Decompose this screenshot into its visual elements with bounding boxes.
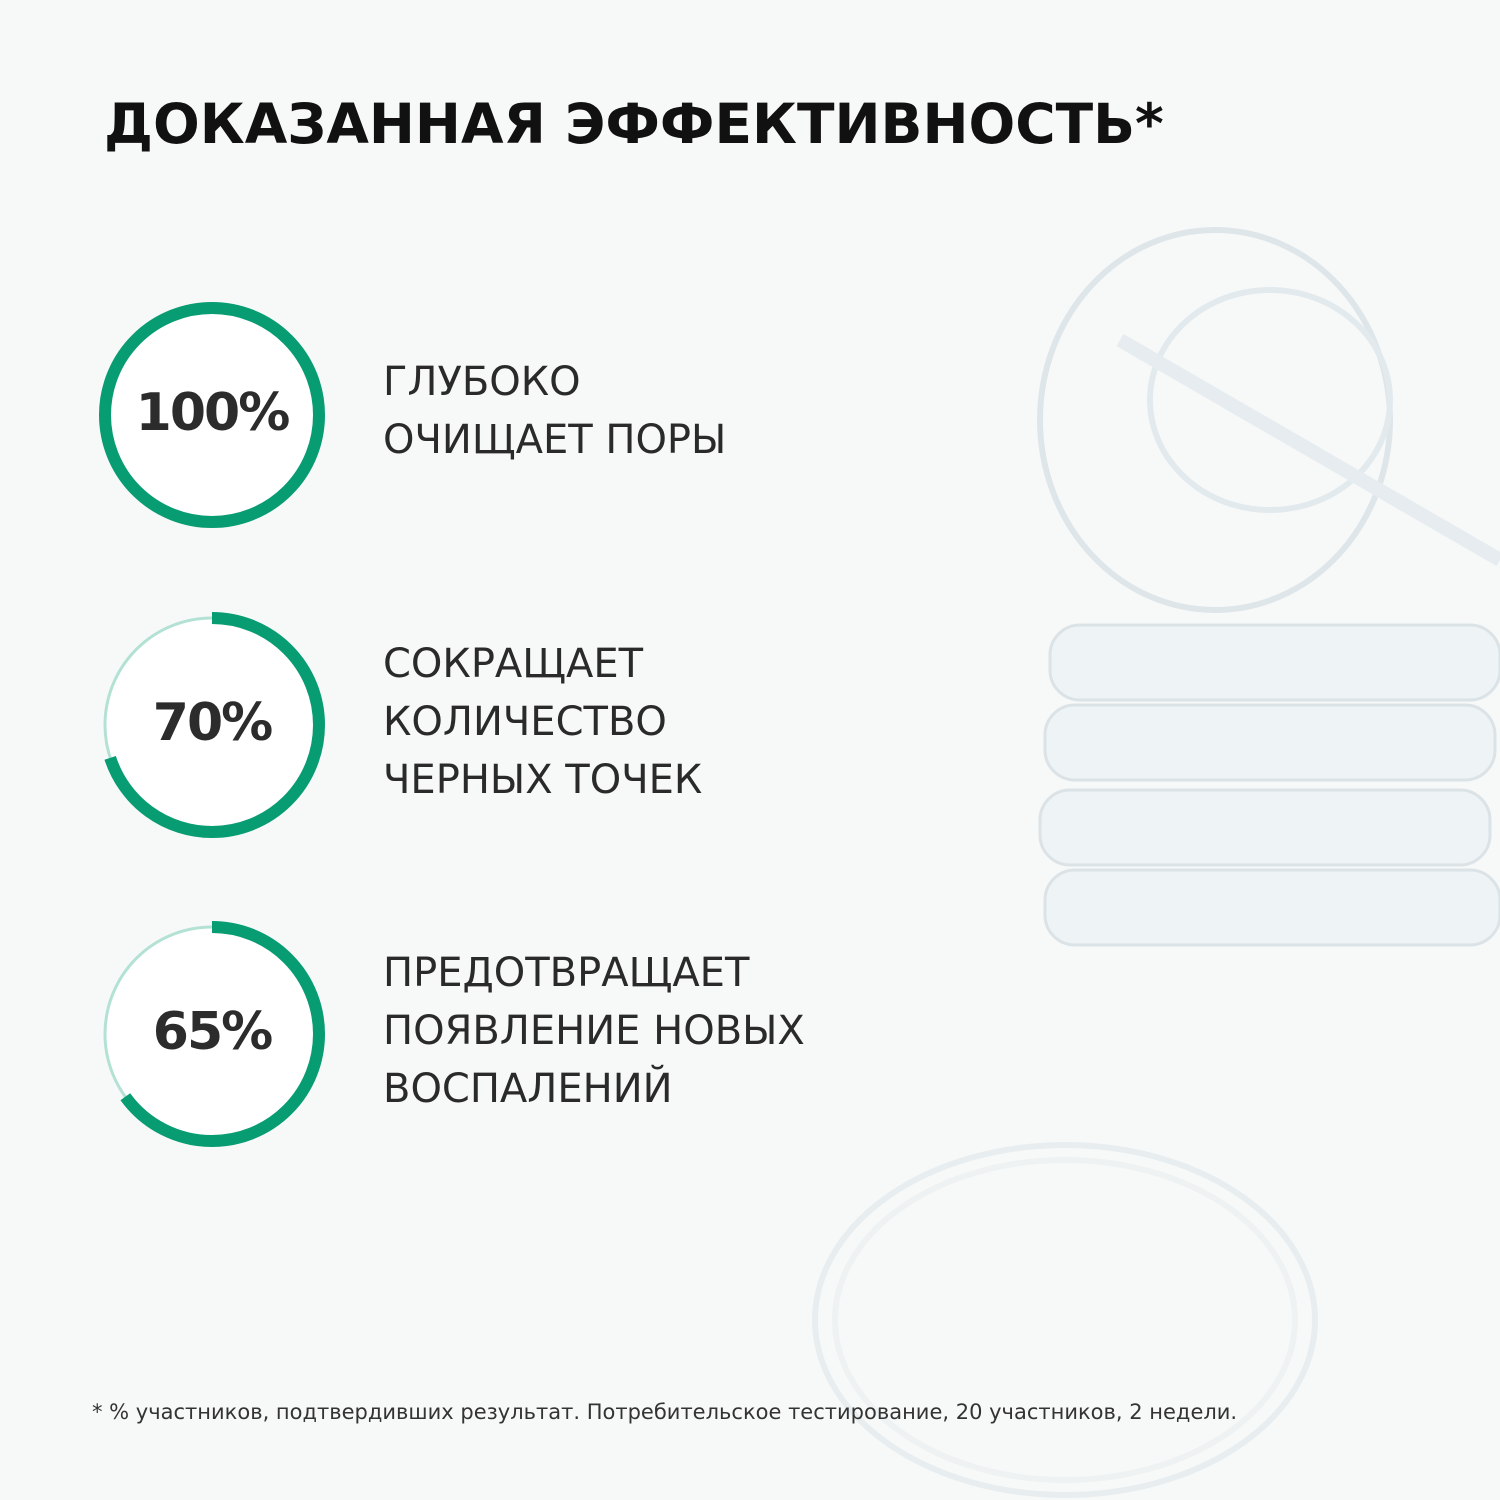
stat-pores: 100% ГЛУБОКО ОЧИЩАЕТ ПОРЫ — [96, 299, 996, 531]
stat-value: 100% — [135, 383, 291, 443]
desc-line: СОКРАЩАЕТ — [383, 641, 644, 687]
progress-ring — [99, 612, 325, 838]
ring-progress-arc — [99, 302, 325, 528]
ring-progress-arc — [99, 921, 325, 1147]
stat-description: ПРЕДОТВРАЩАЕТ ПОЯВЛЕНИЕ НОВЫХ ВОСПАЛЕНИЙ — [383, 944, 805, 1118]
footnote: * % участников, подтвердивших результат.… — [92, 1400, 1238, 1424]
stat-inflammation: 65% ПРЕДОТВРАЩАЕТ ПОЯВЛЕНИЕ НОВЫХ ВОСПАЛ… — [96, 918, 996, 1150]
page-title: ДОКАЗАННАЯ ЭФФЕКТИВНОСТЬ* — [104, 92, 1164, 156]
desc-line: КОЛИЧЕСТВО — [383, 699, 667, 745]
stat-blackheads: 70% СОКРАЩАЕТ КОЛИЧЕСТВО ЧЕРНЫХ ТОЧЕК — [96, 609, 996, 841]
desc-line: ЧЕРНЫХ ТОЧЕК — [383, 757, 703, 803]
desc-line: ОЧИЩАЕТ ПОРЫ — [383, 417, 727, 463]
desc-line: ПРЕДОТВРАЩАЕТ — [383, 950, 750, 996]
progress-ring — [99, 302, 325, 528]
progress-ring — [99, 921, 325, 1147]
stat-value: 65% — [152, 1002, 273, 1062]
stat-description: ГЛУБОКО ОЧИЩАЕТ ПОРЫ — [383, 353, 726, 469]
desc-line: ВОСПАЛЕНИЙ — [383, 1066, 673, 1112]
ring-progress-arc — [99, 612, 325, 838]
stat-value: 70% — [152, 693, 273, 753]
desc-line: ПОЯВЛЕНИЕ НОВЫХ — [383, 1008, 805, 1054]
stat-description: СОКРАЩАЕТ КОЛИЧЕСТВО ЧЕРНЫХ ТОЧЕК — [383, 635, 702, 809]
desc-line: ГЛУБОКО — [383, 359, 581, 405]
